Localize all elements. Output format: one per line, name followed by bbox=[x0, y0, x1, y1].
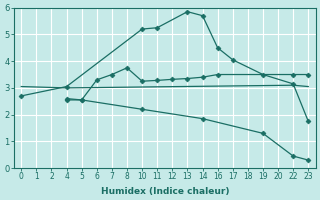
X-axis label: Humidex (Indice chaleur): Humidex (Indice chaleur) bbox=[100, 187, 229, 196]
